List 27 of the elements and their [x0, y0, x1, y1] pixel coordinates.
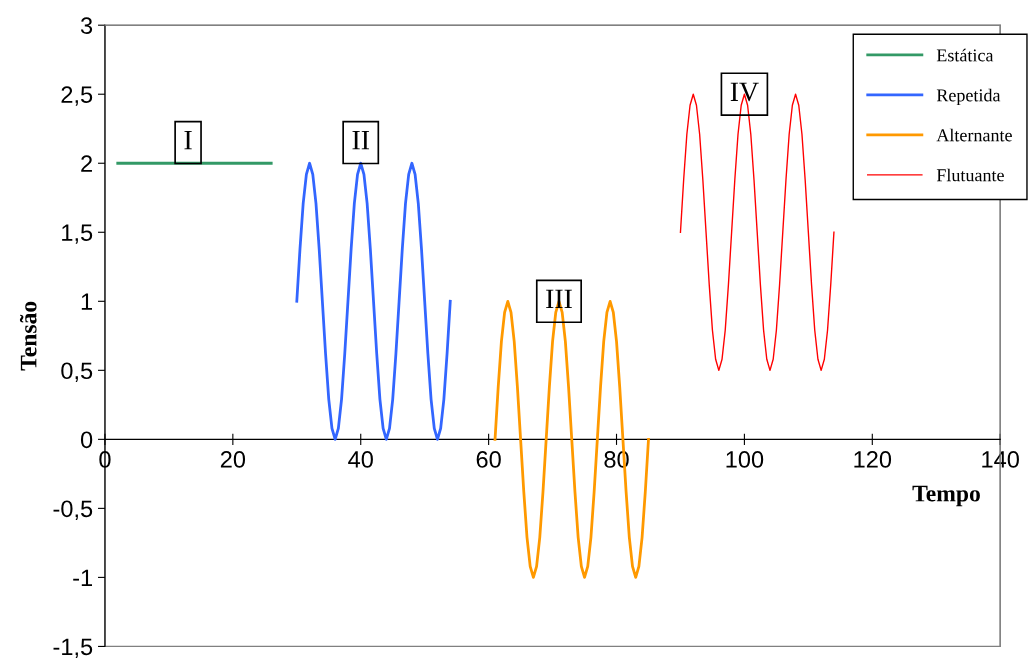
legend-label: Repetida: [936, 88, 1001, 106]
legend-label: Estática: [936, 48, 994, 62]
y-tick-label: 2: [81, 155, 92, 172]
x-tick-label: 140: [982, 451, 1019, 468]
y-axis-title: Tensão: [19, 301, 37, 371]
y-tick-label: -1: [73, 569, 92, 586]
y-tick-label: 0: [80, 431, 93, 449]
x-tick-label: 40: [348, 451, 373, 468]
x-tick-label: 20: [220, 451, 246, 468]
y-tick-label: 3: [80, 17, 93, 34]
legend-label: Alternante: [936, 128, 1012, 142]
y-tick-label: 2,5: [61, 86, 93, 106]
y-tick-label: -0,5: [53, 500, 93, 520]
annotation: I: [184, 131, 192, 150]
x-tick-label: 100: [726, 451, 764, 468]
annotation: IV: [730, 82, 759, 102]
annotation: II: [352, 131, 370, 150]
x-tick-label: 120: [854, 451, 892, 468]
legend-label: Flutuante: [936, 168, 1004, 182]
x-axis-title: Tempo: [912, 485, 980, 507]
annotation: III: [546, 289, 572, 308]
line-series: [295, 161, 452, 441]
y-tick-label: 0,5: [61, 362, 93, 382]
x-tick-label: 60: [476, 451, 501, 468]
y-tick-label: -1,5: [53, 638, 93, 658]
y-tick-label: 1,5: [62, 224, 93, 244]
y-tick-label: 1: [81, 293, 92, 310]
